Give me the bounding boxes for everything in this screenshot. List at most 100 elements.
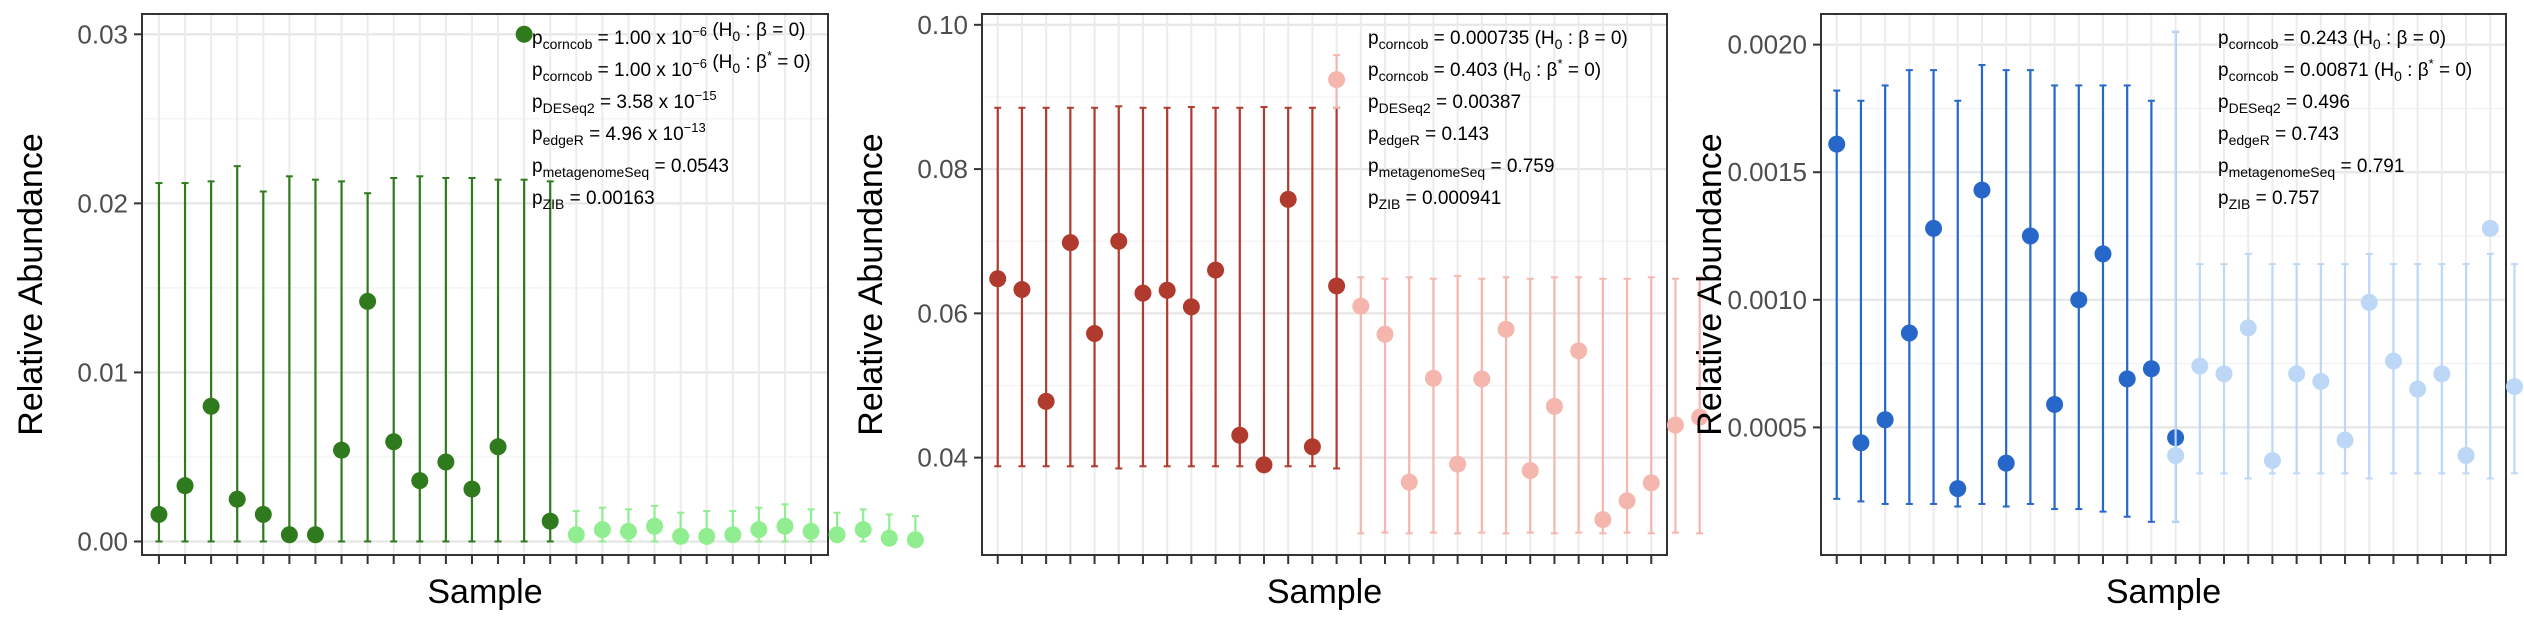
data-point — [2384, 352, 2402, 370]
data-point — [254, 505, 272, 523]
data-point — [228, 490, 246, 508]
x-axis-title: Sample — [427, 573, 542, 611]
p-value-zib: pZIB = 0.00163 — [532, 188, 655, 212]
chart-panel-red: 0.04 0.06 0.08 0.10 Sample Relative Abundance… — [852, 10, 1709, 611]
data-point — [593, 521, 611, 539]
data-point — [1376, 325, 1394, 343]
p-value-edger: pedgeR = 0.743 — [2218, 124, 2339, 148]
data-point — [2142, 360, 2160, 378]
data-point — [1666, 416, 1684, 434]
data-point — [2167, 446, 2185, 464]
panel-border — [141, 13, 829, 556]
data-point — [1473, 370, 1491, 388]
data-point — [1303, 438, 1321, 456]
data-point — [489, 438, 507, 456]
data-point — [2046, 395, 2064, 413]
x-axis-title: Sample — [1267, 573, 1382, 611]
data-point — [1876, 411, 1894, 429]
p-value-deseq2: pDESeq2 = 0.00387 — [1368, 92, 1521, 116]
y-tick-label: 0.08 — [917, 154, 968, 184]
data-point — [1449, 455, 1467, 473]
data-point — [2360, 293, 2378, 311]
data-point — [515, 25, 533, 43]
chart-panel-blue: 0.0005 0.0010 0.0015 0.0020 Sample Relative A… — [1691, 13, 2523, 611]
data-point — [906, 531, 924, 549]
data-point — [1545, 397, 1563, 415]
data-point — [1925, 219, 1943, 237]
data-point — [1691, 408, 1709, 426]
p-value-annotations: pcorncob = 0.000735 (H0 : β = 0) pcorncob… — [1368, 28, 1628, 212]
data-point — [1852, 434, 1870, 452]
y-axis-title: Relative Abundance — [1691, 133, 1729, 435]
data-point — [2433, 365, 2451, 383]
data-point — [176, 477, 194, 495]
data-point — [2505, 378, 2523, 396]
data-point — [1255, 456, 1273, 474]
data-point — [1182, 298, 1200, 316]
panel-border — [981, 13, 1668, 556]
p-value-edger: pedgeR = 0.143 — [1368, 124, 1489, 148]
panel-border — [1820, 13, 2507, 556]
data-point — [1594, 511, 1612, 529]
data-point — [463, 480, 481, 498]
data-point — [202, 397, 220, 415]
data-point — [1207, 261, 1225, 279]
data-point — [1086, 325, 1104, 343]
data-point — [1013, 281, 1031, 299]
data-point — [1570, 342, 1588, 360]
p-value-corncob: pcorncob = 1.00 x 10−6 (H0 : β* = 0) — [532, 48, 811, 84]
data-point — [333, 441, 351, 459]
p-value-zib: pZIB = 0.000941 — [1368, 188, 1501, 212]
p-value-annotations: pcorncob = 0.243 (H0 : β = 0) pcorncob = … — [2218, 28, 2472, 212]
data-point — [1973, 181, 1991, 199]
y-tick-label: 0.10 — [917, 10, 968, 40]
data-point — [2239, 319, 2257, 337]
data-point — [2288, 365, 2306, 383]
data-point — [1037, 392, 1055, 410]
data-point — [541, 512, 559, 530]
data-point — [1828, 135, 1846, 153]
data-point — [437, 453, 455, 471]
chart-panel-green: 0.00 0.01 0.02 0.03 Sample Relative Abundance… — [12, 13, 924, 611]
data-point — [1497, 320, 1515, 338]
p-value-zib: pZIB = 0.757 — [2218, 188, 2320, 212]
gridlines — [1821, 14, 2506, 555]
data-point — [1400, 473, 1418, 491]
data-point — [1134, 284, 1152, 302]
data-point — [1949, 480, 1967, 498]
p-value-corncob: pcorncob = 1.00 x 10−6 (H0 : β = 0) — [532, 20, 806, 52]
p-value-deseq2: pDESeq2 = 0.496 — [2218, 92, 2350, 116]
y-tick-label: 0.04 — [917, 443, 968, 473]
series-group2 — [567, 503, 924, 549]
data-point — [411, 472, 429, 490]
data-point — [880, 529, 898, 547]
p-value-corncob: pcorncob = 0.403 (H0 : β* = 0) — [1368, 56, 1601, 84]
data-point — [1328, 71, 1346, 89]
y-tick-label: 0.03 — [77, 19, 128, 49]
p-value-corncob: pcorncob = 0.000735 (H0 : β = 0) — [1368, 28, 1628, 52]
series-group2 — [2167, 30, 2523, 523]
p-value-corncob: pcorncob = 0.00871 (H0 : β* = 0) — [2218, 56, 2472, 84]
data-point — [1997, 454, 2015, 472]
y-tick-label: 0.0020 — [1727, 30, 1807, 60]
data-point — [854, 521, 872, 539]
data-point — [1618, 492, 1636, 510]
data-point — [1158, 281, 1176, 299]
p-value-deseq2: pDESeq2 = 3.58 x 10−15 — [532, 88, 717, 116]
data-point — [724, 526, 742, 544]
data-point — [1642, 474, 1660, 492]
data-point — [2191, 357, 2209, 375]
data-point — [1352, 297, 1370, 315]
data-point — [1110, 232, 1128, 250]
data-point — [359, 292, 377, 310]
series-group1 — [989, 105, 1346, 474]
data-point — [150, 505, 168, 523]
series-group2 — [1328, 54, 1709, 535]
y-axis-title: Relative Abundance — [852, 133, 890, 435]
p-value-metagenomeseq: pmetagenomeSeq = 0.759 — [1368, 156, 1554, 180]
data-point — [306, 526, 324, 544]
data-point — [2215, 365, 2233, 383]
data-point — [1521, 462, 1539, 480]
p-value-metagenomeseq: pmetagenomeSeq = 0.791 — [2218, 156, 2404, 180]
